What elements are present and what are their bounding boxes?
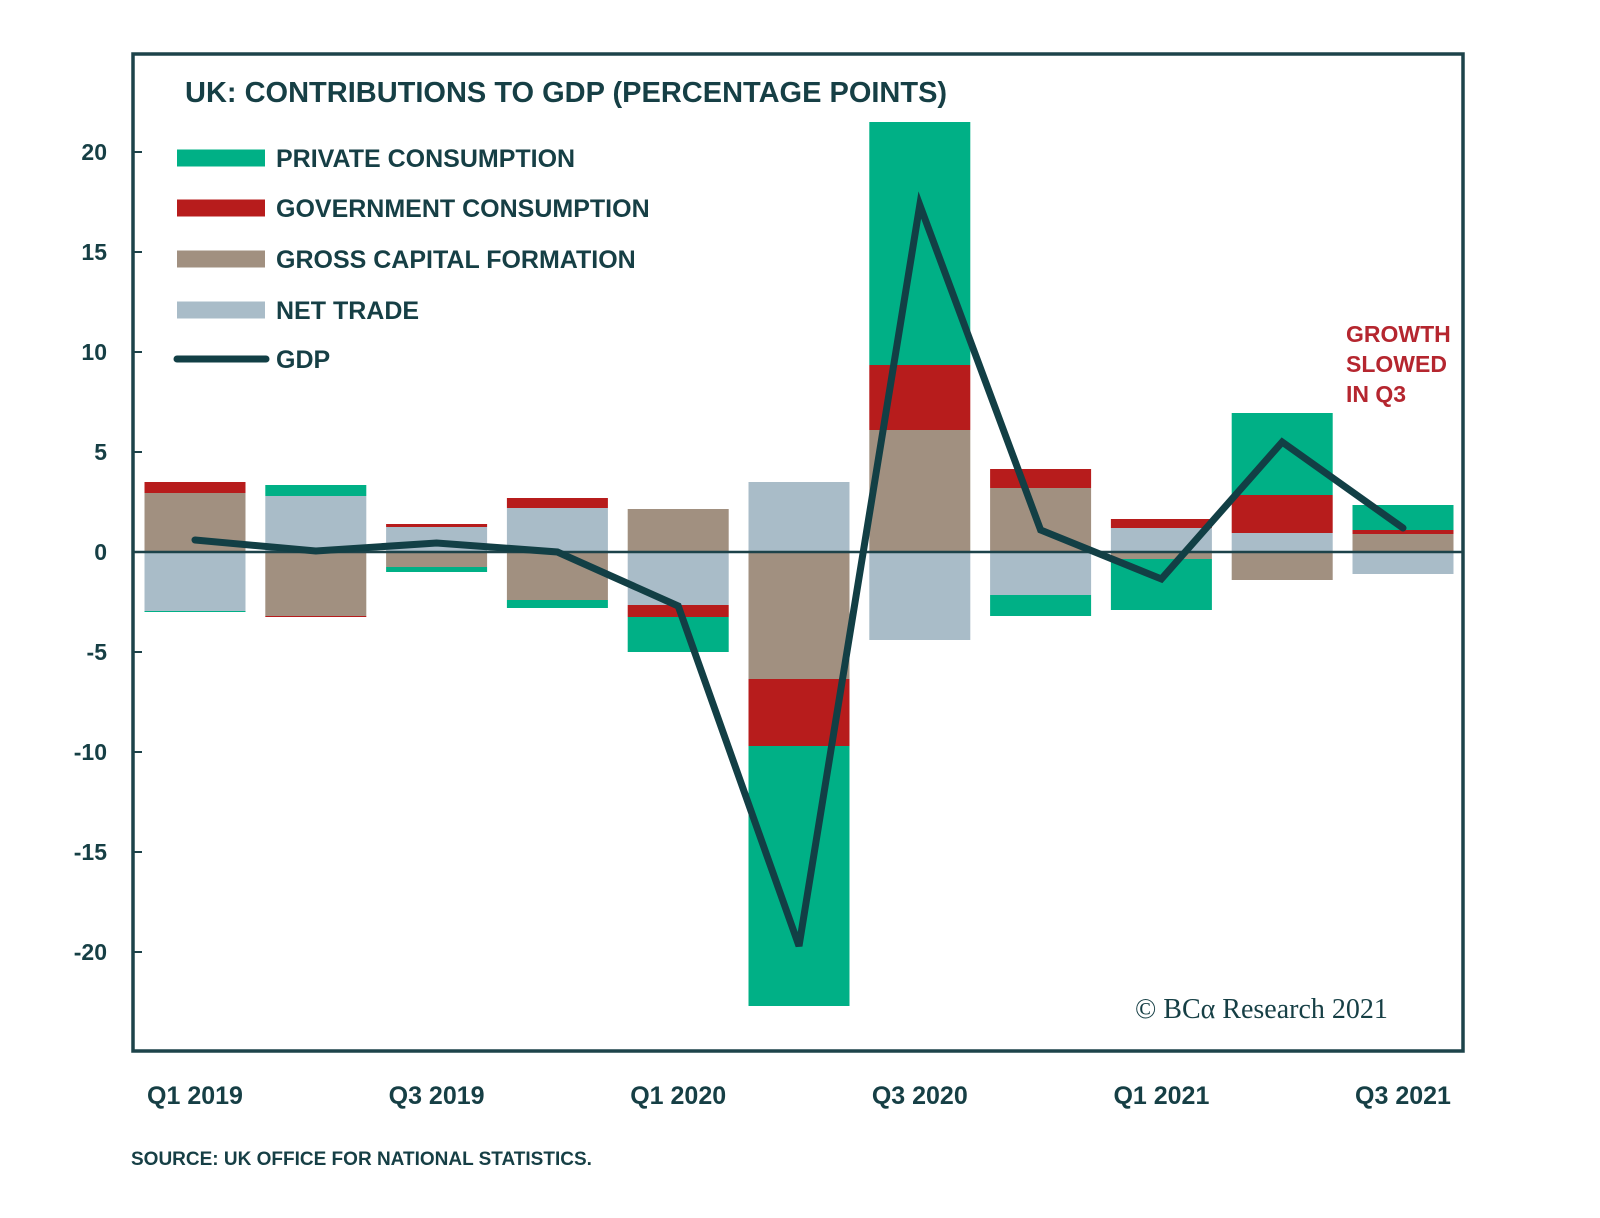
bar-net-trade-q2-2020: [748, 482, 850, 552]
x-tick-label: Q3 2019: [389, 1082, 485, 1110]
annotation-growth-slowed: GROWTH SLOWED IN Q3: [1346, 321, 1451, 407]
x-tick-label: Q1 2019: [147, 1082, 243, 1110]
legend-label-government-consumption: GOVERNMENT CONSUMPTION: [276, 195, 650, 223]
bar-government-consumption-q2-2021: [1231, 495, 1333, 533]
bar-private-consumption-q2-2020: [748, 746, 850, 1006]
bar-private-consumption-q1-2020: [627, 617, 729, 652]
y-tick-label: 15: [81, 239, 107, 265]
bar-government-consumption-q4-2020: [990, 469, 1092, 488]
annotation-line: GROWTH: [1346, 321, 1451, 347]
bar-net-trade-q1-2020: [627, 552, 729, 605]
bar-net-trade-q3-2020: [869, 552, 971, 640]
bar-private-consumption-q4-2020: [990, 595, 1092, 616]
bar-private-consumption-q4-2019: [506, 600, 608, 608]
bar-gross-capital-formation-q4-2019: [506, 552, 608, 600]
chart-title: UK: CONTRIBUTIONS TO GDP (PERCENTAGE POI…: [185, 77, 947, 109]
bar-gross-capital-formation-q2-2021: [1231, 552, 1333, 580]
bar-net-trade-q2-2019: [265, 496, 367, 552]
bar-net-trade-q1-2019: [144, 552, 246, 611]
bars-layer: [144, 122, 1454, 1006]
bar-gross-capital-formation-q2-2020: [748, 552, 850, 679]
source-note: SOURCE: UK OFFICE FOR NATIONAL STATISTIC…: [131, 1149, 592, 1170]
legend-label-private-consumption: PRIVATE CONSUMPTION: [276, 145, 575, 173]
annotation-line: IN Q3: [1346, 381, 1406, 407]
x-tick-label: Q3 2021: [1355, 1082, 1451, 1110]
bar-government-consumption-q4-2019: [506, 498, 608, 508]
legend-swatch-private-consumption: [177, 149, 265, 167]
y-tick-label: 20: [81, 139, 107, 165]
y-axis: 20 15 10 5 0 -5 -10 -15 -20: [74, 139, 142, 965]
bar-net-trade-q2-2021: [1231, 533, 1333, 552]
bar-gross-capital-formation-q3-2019: [386, 552, 488, 567]
bar-government-consumption-q2-2019: [265, 616, 367, 617]
bar-government-consumption-q3-2019: [386, 524, 488, 527]
y-tick-label: -15: [74, 839, 107, 865]
y-tick-label: 5: [94, 439, 107, 465]
y-tick-label: 0: [94, 539, 107, 565]
bar-net-trade-q3-2021: [1352, 552, 1454, 574]
legend: PRIVATE CONSUMPTION GOVERNMENT CONSUMPTIO…: [173, 145, 650, 374]
annotation-line: SLOWED: [1346, 351, 1447, 377]
legend-label-net-trade: NET TRADE: [276, 297, 419, 325]
bar-government-consumption-q1-2021: [1110, 519, 1212, 528]
legend-swatch-government-consumption: [177, 199, 265, 217]
bar-private-consumption-q3-2019: [386, 567, 488, 572]
bar-gross-capital-formation-q1-2021: [1110, 552, 1212, 559]
bar-private-consumption-q2-2019: [265, 485, 367, 496]
bar-private-consumption-q1-2019: [144, 611, 246, 612]
bar-government-consumption-q3-2021: [1352, 530, 1454, 534]
x-tick-label: Q1 2020: [630, 1082, 726, 1110]
legend-swatch-gross-capital-formation: [177, 250, 265, 268]
x-tick-label: Q3 2020: [872, 1082, 968, 1110]
gdp-line-layer: [191, 191, 1407, 948]
bar-net-trade-q4-2019: [506, 508, 608, 552]
y-tick-label: 10: [81, 339, 107, 365]
legend-swatch-net-trade: [177, 301, 265, 319]
y-tick-label: -20: [74, 939, 107, 965]
bar-government-consumption-q1-2019: [144, 482, 246, 493]
copyright-text: © BCα Research 2021: [1135, 994, 1388, 1025]
y-tick-label: -5: [87, 639, 108, 665]
x-tick-label: Q1 2021: [1113, 1082, 1209, 1110]
bar-private-consumption-q3-2020: [869, 122, 971, 365]
bar-gross-capital-formation-q2-2019: [265, 552, 367, 616]
legend-label-gdp: GDP: [276, 346, 330, 374]
legend-label-gross-capital-formation: GROSS CAPITAL FORMATION: [276, 246, 636, 274]
x-axis: Q1 2019 Q3 2019 Q1 2020 Q3 2020 Q1 2021 Q3 20…: [147, 1082, 1451, 1110]
bar-net-trade-q4-2020: [990, 552, 1092, 595]
bar-gross-capital-formation-q1-2020: [627, 509, 729, 552]
bar-gross-capital-formation-q3-2020: [869, 430, 971, 552]
bar-gross-capital-formation-q3-2021: [1352, 534, 1454, 552]
y-tick-label: -10: [74, 739, 107, 765]
